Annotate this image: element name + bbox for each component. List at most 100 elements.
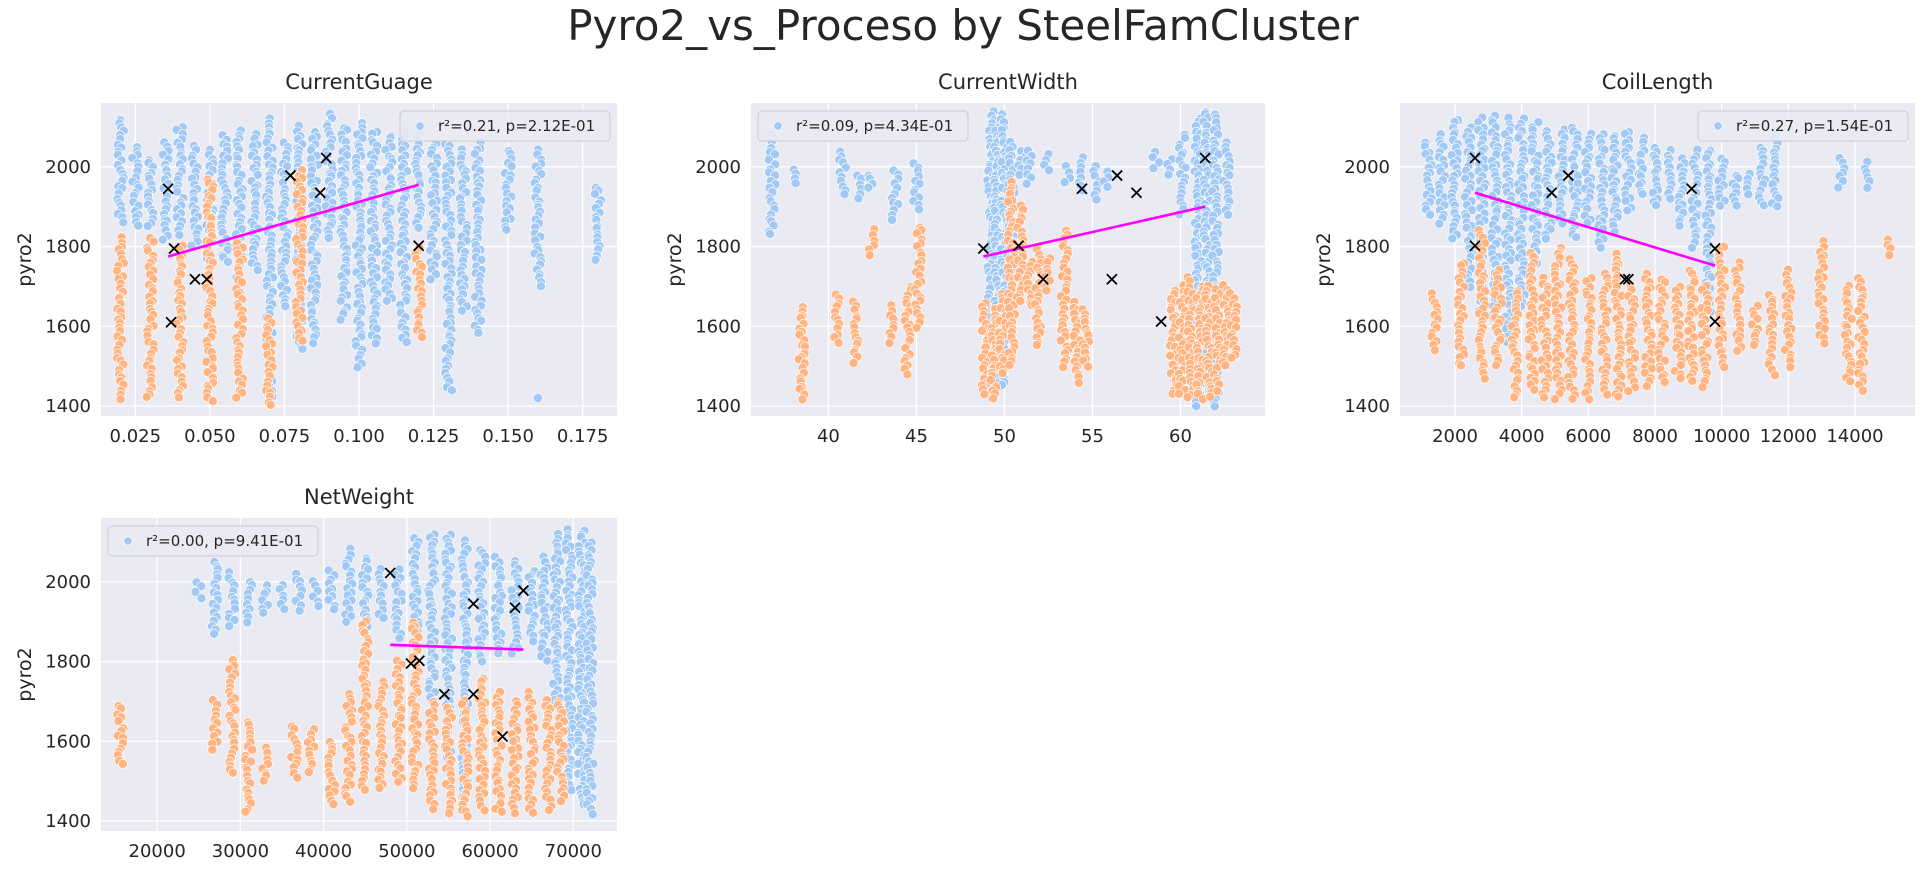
x-tick-label: 0.025 [110, 426, 162, 447]
scatter-point [887, 214, 897, 225]
scatter-point [501, 224, 512, 235]
x-marker [314, 187, 326, 199]
scatter-point [174, 230, 185, 241]
x-marker [1199, 152, 1211, 164]
scatter-point [1853, 305, 1864, 316]
scatter-point [1479, 373, 1490, 384]
scatter-point [1003, 196, 1014, 207]
scatter-point [279, 604, 290, 615]
x-tick-label: 0.050 [184, 426, 236, 447]
scatter-point [173, 392, 184, 403]
scatter-point [884, 338, 895, 348]
scatter-point [335, 314, 346, 325]
y-axis-label: pyro2 [14, 232, 36, 286]
x-tick-label: 60 [1169, 426, 1192, 447]
scatter-point [413, 222, 424, 233]
x-marker [1012, 240, 1025, 252]
x-tick-label: 50 [993, 426, 1016, 447]
scatter-point [237, 277, 247, 288]
scatter-point [864, 250, 875, 261]
y-axis-label: pyro2 [14, 647, 36, 701]
scatter-point [1696, 330, 1707, 341]
y-tick-label: 1400 [45, 396, 91, 417]
scatter-point [252, 170, 263, 180]
x-tick-label: 0.075 [259, 426, 311, 447]
scatter-point [1550, 394, 1560, 405]
y-tick-label: 1600 [695, 316, 741, 337]
data-layer [112, 108, 606, 410]
x-tick-label: 0.100 [333, 426, 385, 447]
scatter-point [765, 229, 775, 239]
scatter-point [231, 392, 242, 403]
scatter-point [1732, 345, 1743, 356]
scatter-point [848, 358, 859, 368]
figure-title: Pyro2_vs_Proceso by SteelFamCluster [567, 1, 1359, 50]
scatter-point [1759, 200, 1769, 211]
scatter-point [1749, 339, 1759, 350]
scatter-point [1884, 250, 1895, 261]
legend-frame [757, 110, 969, 142]
data-layer [112, 524, 599, 822]
scatter-point [365, 162, 376, 173]
scatter-point [1715, 200, 1726, 211]
scatter-point [1539, 392, 1550, 403]
scatter-point [1147, 152, 1158, 162]
series-cluster-a [190, 524, 599, 820]
scatter-point [1491, 360, 1502, 371]
scatter-point [157, 234, 168, 245]
scatter-point [1697, 382, 1708, 393]
y-tick-label: 1800 [695, 237, 741, 258]
scatter-point [196, 593, 207, 604]
scatter-point [297, 335, 308, 346]
x-marker [413, 240, 425, 252]
legend: r²=0.21, p=2.12E-01 [399, 110, 611, 142]
y-tick-label: 1800 [45, 237, 91, 258]
scatter-point [590, 254, 601, 265]
scatter-point [297, 344, 308, 354]
y-tick-label: 1400 [695, 396, 741, 417]
subplot-title: CoilLength [1602, 70, 1714, 94]
scatter-point [853, 193, 864, 204]
x-marker [1037, 273, 1049, 285]
y-tick-label: 1600 [45, 731, 91, 752]
x-marker [1562, 169, 1574, 182]
scatter-point [790, 178, 801, 189]
series-cluster-b [1426, 225, 1896, 405]
scatter-point [335, 295, 346, 306]
scatter-point [1595, 242, 1606, 253]
scatter-point [1772, 201, 1783, 212]
x-marker [1155, 315, 1167, 328]
scatter-point [902, 369, 913, 380]
legend-label: r²=0.21, p=2.12E-01 [438, 117, 595, 135]
scatter-point [535, 281, 546, 292]
data-layer [1420, 110, 1896, 405]
x-marker [189, 273, 201, 285]
y-tick-label: 1800 [45, 652, 91, 673]
y-axis-label: pyro2 [664, 232, 686, 286]
x-marker [201, 273, 213, 285]
legend-label: r²=0.09, p=4.34E-01 [796, 117, 953, 135]
scatter-point [417, 332, 427, 343]
scatter-point [265, 399, 276, 410]
scatter-point [148, 236, 159, 247]
series-cluster-b [112, 616, 570, 822]
x-marker [1619, 273, 1631, 285]
scatter-point [1224, 170, 1235, 181]
scatter-point [1004, 360, 1015, 371]
x-tick-label: 8000 [1632, 426, 1678, 447]
scatter-point [914, 204, 924, 215]
x-tick-label: 0.150 [482, 426, 534, 447]
scatter-point [142, 221, 153, 231]
scatter-point [117, 758, 128, 769]
y-tick-label: 2000 [695, 157, 741, 178]
scatter-point [911, 322, 922, 333]
regression-line [167, 183, 420, 258]
scatter-point [839, 189, 850, 200]
scatter-point [1641, 381, 1652, 392]
scatter-point [456, 305, 467, 316]
scatter-point [1058, 362, 1069, 373]
scatter-point [345, 796, 356, 807]
x-tick-label: 40 [817, 426, 840, 447]
